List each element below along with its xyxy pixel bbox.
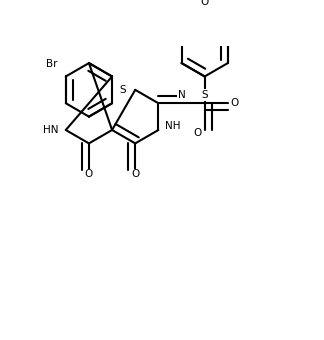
Text: NH: NH: [165, 121, 180, 131]
Text: O: O: [201, 0, 209, 7]
Text: O: O: [131, 169, 139, 179]
Text: N: N: [178, 90, 185, 100]
Text: S: S: [119, 85, 126, 95]
Text: S: S: [201, 90, 208, 100]
Text: O: O: [85, 169, 93, 179]
Text: HN: HN: [43, 125, 58, 135]
Text: O: O: [193, 128, 202, 138]
Text: O: O: [231, 98, 239, 108]
Text: Br: Br: [46, 59, 58, 69]
